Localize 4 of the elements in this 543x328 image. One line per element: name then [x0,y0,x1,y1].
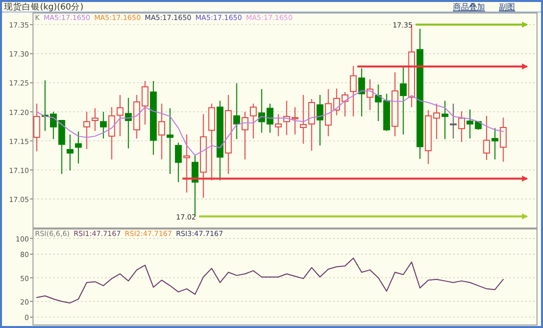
text: 副图 [499,2,515,12]
line-series [36,258,504,304]
text: 商品叠加 [453,2,485,12]
text: 现货白银(kg)(60分) [4,2,84,12]
